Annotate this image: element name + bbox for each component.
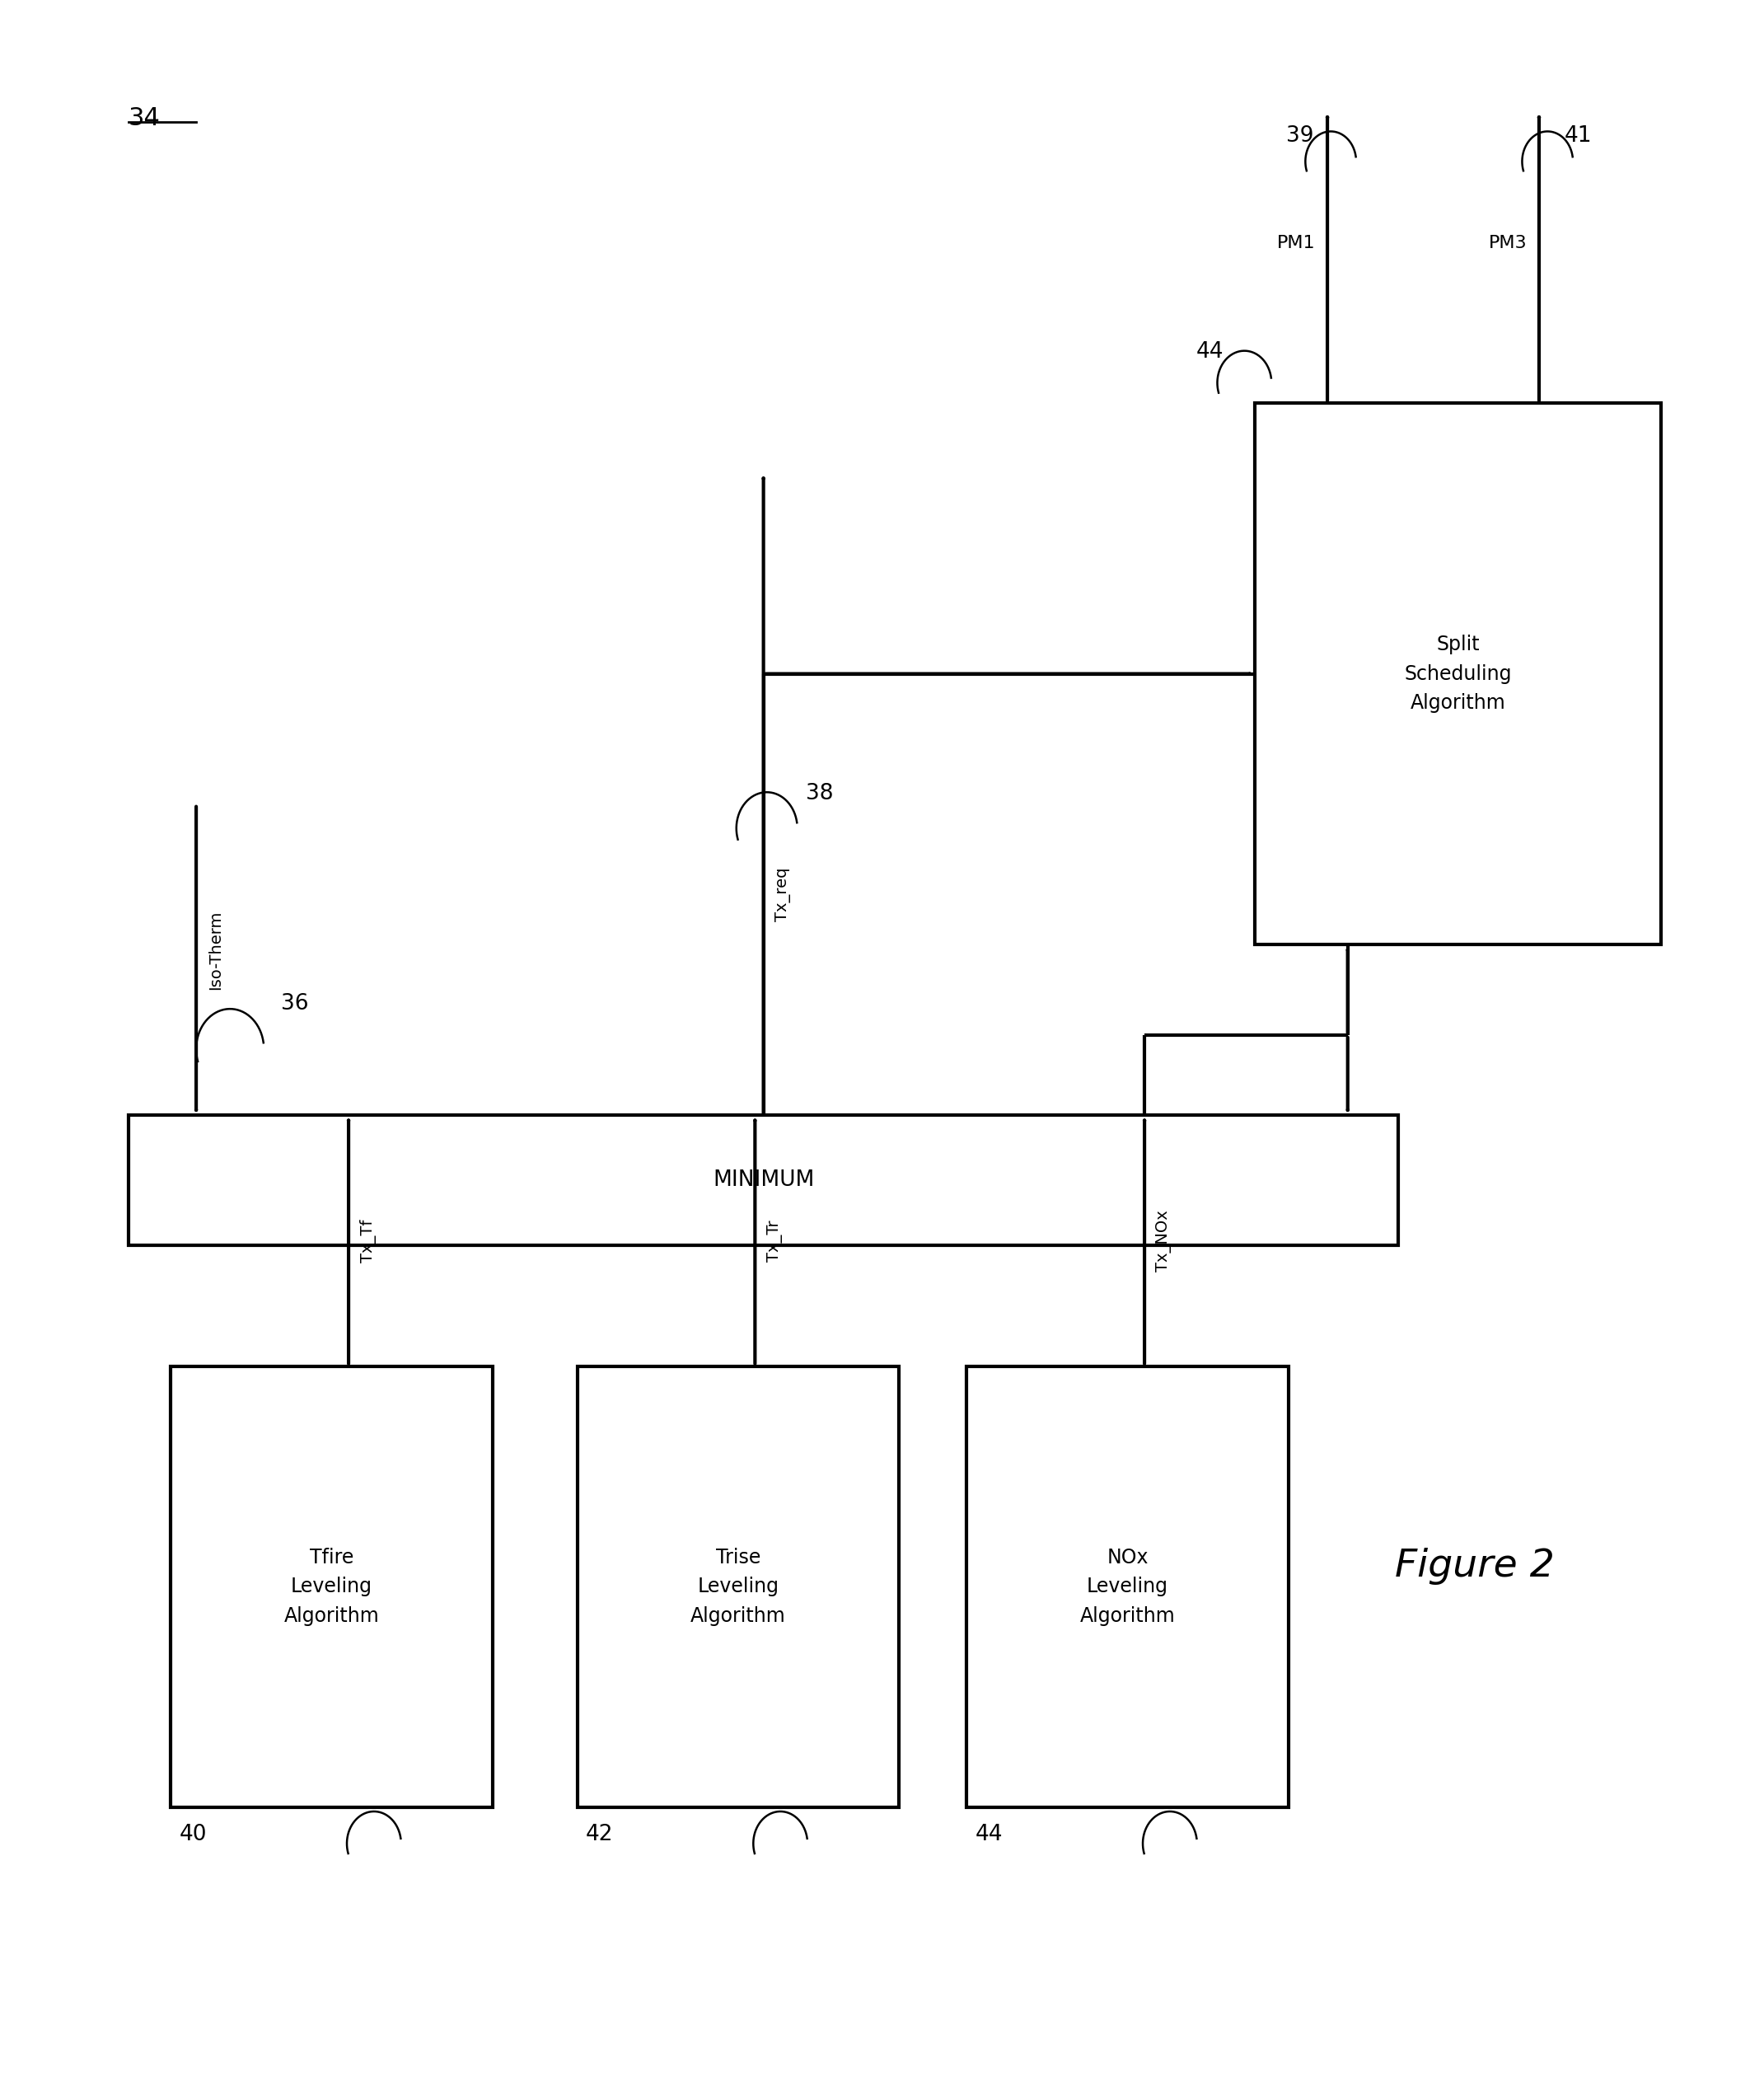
Text: PM3: PM3: [1489, 234, 1528, 251]
Bar: [577, 1367, 900, 1808]
Text: 38: 38: [806, 784, 833, 805]
Text: Tx_NOx: Tx_NOx: [1157, 1210, 1171, 1271]
Text: Tx_req: Tx_req: [776, 867, 790, 922]
Text: Tx_Tf: Tx_Tf: [360, 1218, 377, 1262]
Text: PM1: PM1: [1277, 234, 1316, 251]
Bar: [171, 1367, 492, 1808]
Text: Tfire
Leveling
Algorithm: Tfire Leveling Algorithm: [284, 1549, 379, 1626]
Text: 36: 36: [280, 993, 309, 1016]
Text: 34: 34: [129, 107, 161, 130]
Text: 41: 41: [1565, 125, 1593, 146]
Text: 40: 40: [180, 1822, 206, 1845]
Bar: [1254, 403, 1662, 945]
Text: 39: 39: [1286, 125, 1314, 146]
Text: MINIMUM: MINIMUM: [713, 1170, 815, 1191]
Text: Tx_Tr: Tx_Tr: [767, 1221, 783, 1262]
Text: NOx
Leveling
Algorithm: NOx Leveling Algorithm: [1080, 1549, 1175, 1626]
Text: Figure 2: Figure 2: [1395, 1549, 1554, 1584]
Text: 44: 44: [1196, 341, 1224, 364]
Text: Trise
Leveling
Algorithm: Trise Leveling Algorithm: [690, 1549, 785, 1626]
Text: Split
Scheduling
Algorithm: Split Scheduling Algorithm: [1404, 635, 1512, 713]
Text: Iso-Therm: Iso-Therm: [208, 909, 224, 989]
Bar: [967, 1367, 1288, 1808]
Text: 42: 42: [586, 1822, 614, 1845]
Text: 44: 44: [975, 1822, 1002, 1845]
Bar: [129, 1116, 1399, 1246]
